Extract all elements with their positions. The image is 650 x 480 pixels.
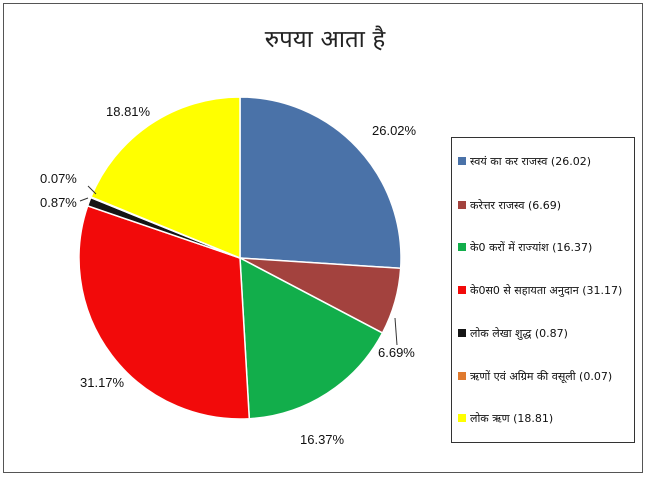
legend-item: लोक लेखा शुद्ध (0.87): [458, 324, 568, 342]
legend-label: के0स0 से सहायता अनुदान (31.17): [470, 283, 623, 297]
slice-data-label: 0.07%: [40, 171, 77, 186]
pie-slice: [239, 96, 402, 270]
leader-line: [87, 185, 97, 195]
legend-item: के0 करों में राज्यांश (16.37): [458, 238, 592, 256]
legend-label: स्वयं का कर राजस्व (26.02): [470, 154, 591, 168]
legend-swatch: [458, 414, 466, 422]
pie-slice: [78, 204, 251, 420]
legend-item: ऋणों एवं अग्रिम की वसूली (0.07): [458, 367, 612, 385]
leader-line: [394, 317, 398, 346]
legend-swatch: [458, 329, 466, 337]
legend-item: स्वयं का कर राजस्व (26.02): [458, 152, 591, 170]
legend-label: करेत्तर राजस्व (6.69): [470, 198, 562, 212]
chart-title: रुपया आता है: [264, 25, 386, 53]
legend-label: के0 करों में राज्यांश (16.37): [470, 240, 593, 254]
legend-swatch: [458, 157, 466, 165]
slice-data-label: 0.87%: [40, 195, 77, 210]
legend-swatch: [458, 201, 466, 209]
legend-label: ऋणों एवं अग्रिम की वसूली (0.07): [470, 369, 613, 383]
legend-label: लोक लेखा शुद्ध (0.87): [470, 326, 568, 340]
legend-swatch: [458, 243, 466, 251]
chart-legend: स्वयं का कर राजस्व (26.02) करेत्तर राजस्व…: [451, 137, 635, 443]
slice-data-label: 18.81%: [106, 104, 151, 119]
legend-swatch: [458, 286, 466, 294]
slice-data-label: 26.02%: [372, 123, 417, 138]
legend-item: के0स0 से सहायता अनुदान (31.17): [458, 281, 622, 299]
pie-slice: [90, 96, 241, 260]
slice-data-label: 16.37%: [300, 432, 345, 447]
legend-item: लोक ऋण (18.81): [458, 409, 553, 427]
legend-swatch: [458, 372, 466, 380]
slice-data-label: 31.17%: [80, 375, 125, 390]
legend-item: करेत्तर राजस्व (6.69): [458, 196, 561, 214]
slice-data-label: 6.69%: [378, 345, 415, 360]
leader-line: [79, 197, 89, 202]
pie-slice: [239, 256, 384, 420]
legend-label: लोक ऋण (18.81): [470, 411, 554, 425]
